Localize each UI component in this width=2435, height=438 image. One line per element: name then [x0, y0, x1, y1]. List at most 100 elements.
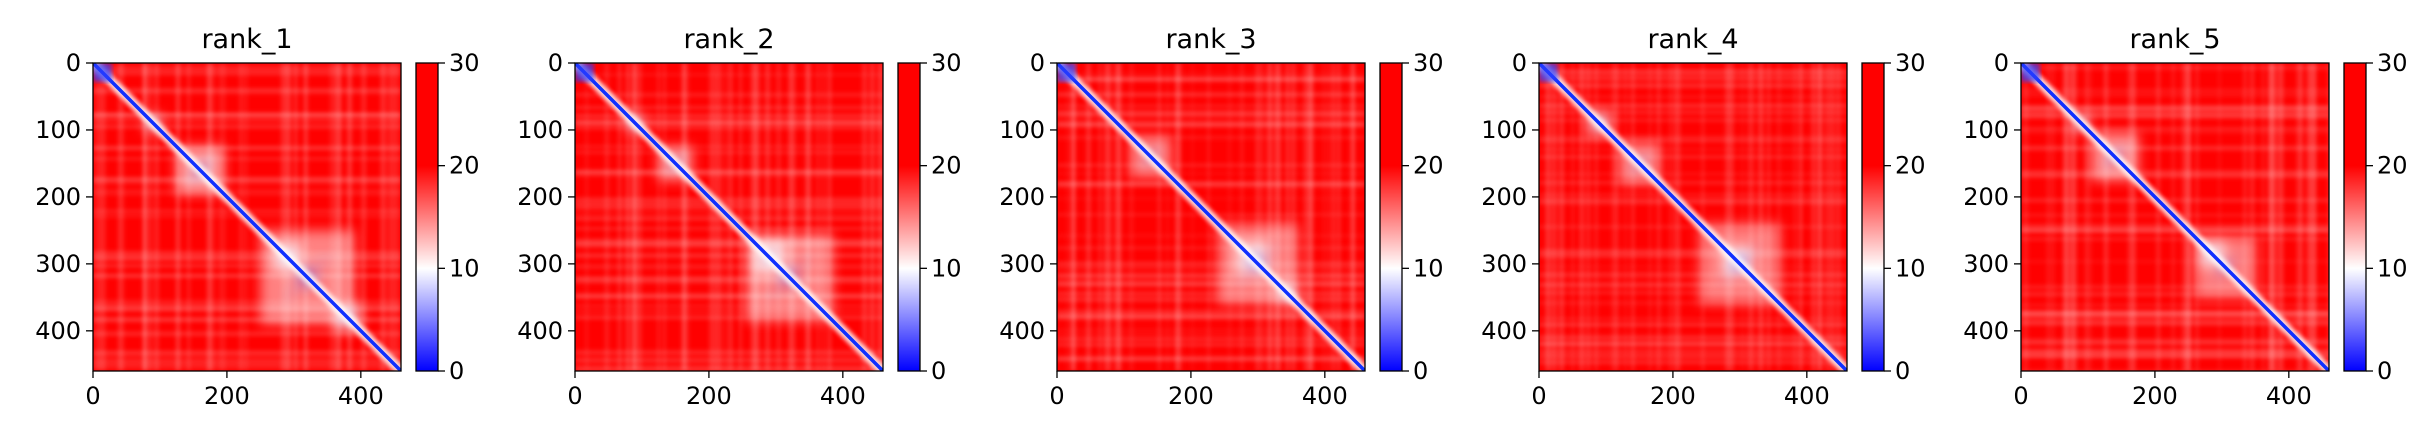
texture-stripe — [2312, 63, 2315, 371]
y-tick-label: 200 — [1963, 183, 2009, 211]
texture-stripe — [2296, 63, 2301, 371]
texture-stripe — [1559, 63, 1564, 371]
texture-stripe — [2068, 63, 2072, 371]
y-tick-label: 300 — [35, 250, 81, 278]
texture-stripe — [575, 316, 883, 319]
texture-stripe — [1539, 282, 1847, 288]
texture-stripe — [93, 357, 401, 362]
colorbar-tick-label: 30 — [1895, 49, 1926, 77]
texture-stripe — [1611, 63, 1616, 371]
texture-stripe — [1260, 63, 1264, 371]
texture-stripe — [2021, 145, 2329, 151]
colorbar-gradient — [1862, 63, 1884, 371]
heatmap-texture — [1539, 63, 1847, 371]
texture-stripe — [2299, 63, 2303, 371]
texture-stripe — [1309, 63, 1314, 371]
texture-stripe — [575, 246, 883, 249]
texture-stripe — [175, 63, 181, 371]
texture-stripe — [1831, 63, 1835, 371]
colorbar: 0 10 20 30 — [2343, 49, 2408, 385]
heatmap-texture — [93, 63, 401, 371]
texture-stripe — [1539, 148, 1847, 151]
texture-stripe — [1539, 272, 1847, 275]
texture-stripe — [1675, 63, 1681, 371]
texture-stripe — [93, 307, 401, 312]
texture-stripe — [663, 63, 666, 371]
texture-stripe — [2021, 131, 2329, 134]
colorbar-tick-label: 20 — [449, 152, 480, 180]
texture-stripe — [286, 63, 292, 371]
terminal-block — [2021, 63, 2040, 82]
texture-stripe — [575, 145, 883, 148]
plot-frame — [574, 62, 884, 372]
texture-stripe — [1539, 273, 1847, 279]
colorbar-tick-label: 10 — [931, 254, 962, 282]
texture-stripe — [1057, 328, 1365, 331]
colorbar-frame — [2343, 62, 2367, 372]
texture-stripe — [2063, 63, 2067, 371]
texture-stripe — [806, 63, 811, 371]
texture-stripe — [2021, 226, 2329, 229]
texture-stripe — [2021, 92, 2329, 97]
texture-stripe — [2021, 341, 2329, 345]
texture-stripe — [1539, 105, 1847, 108]
texture-stripe — [2218, 63, 2221, 371]
texture-stripe — [93, 145, 401, 151]
diagonal-line — [1539, 63, 1847, 371]
texture-stripe — [1285, 63, 1289, 371]
colorbar-frame — [1861, 62, 1885, 372]
texture-stripe — [1057, 343, 1365, 346]
texture-stripe — [682, 63, 687, 371]
colorbar-gradient — [2344, 63, 2366, 371]
terminal-block — [1539, 63, 1558, 82]
texture-stripe — [1539, 334, 1847, 338]
texture-stripe — [575, 106, 883, 109]
texture-stripe — [2243, 63, 2245, 371]
y-tick-label: 200 — [517, 183, 563, 211]
texture-stripe — [575, 114, 883, 117]
heatmap-panel-1: rank_1 0 200 400 0 100 200 300 400 0 10 20 30 — [35, 24, 479, 410]
texture-stripe — [2064, 63, 2069, 371]
colorbar-frame — [415, 62, 439, 372]
texture-stripe — [575, 151, 883, 154]
texture-stripe — [575, 310, 883, 314]
texture-stripe — [1327, 63, 1330, 371]
texture-stripe — [2021, 349, 2329, 354]
texture-stripe — [1057, 234, 1365, 237]
texture-stripe — [2181, 63, 2185, 371]
texture-stripe — [1106, 63, 1111, 371]
texture-stripe — [187, 63, 191, 371]
texture-stripe — [1274, 63, 1278, 371]
texture-stripe — [1539, 323, 1847, 326]
x-tick-label: 0 — [85, 382, 100, 410]
texture-stripe — [1539, 111, 1847, 115]
texture-stripe — [575, 253, 883, 258]
texture-stripe — [1624, 63, 1627, 371]
texture-stripe — [575, 197, 883, 202]
texture-stripe — [2021, 338, 2329, 343]
texture-stripe — [575, 125, 883, 130]
heatmap-area — [2021, 63, 2329, 371]
texture-stripe — [575, 351, 883, 356]
texture-stripe — [2244, 63, 2247, 371]
texture-stripe — [1113, 63, 1119, 371]
heatmap-panel-5: rank_5 0 200 400 0 100 200 300 400 0 10 20 30 — [1963, 24, 2407, 410]
texture-stripe — [1057, 261, 1365, 266]
texture-stripe — [2021, 68, 2329, 70]
x-tick-label: 0 — [2013, 382, 2028, 410]
texture-stripe — [2050, 63, 2055, 371]
texture-stripe — [2021, 238, 2329, 240]
texture-stripe — [863, 63, 868, 371]
texture-stripe — [2249, 63, 2255, 371]
diagonal-line — [1057, 63, 1365, 371]
y-tick-label: 400 — [999, 317, 1045, 345]
y-tick-label: 100 — [999, 116, 1045, 144]
texture-stripe — [1631, 63, 1635, 371]
texture-stripe — [1799, 63, 1802, 371]
texture-stripe — [1057, 273, 1365, 278]
texture-stripe — [1748, 63, 1751, 371]
chart-title: rank_2 — [683, 24, 774, 55]
y-tick-label: 400 — [35, 317, 81, 345]
texture-stripe — [2196, 63, 2198, 371]
